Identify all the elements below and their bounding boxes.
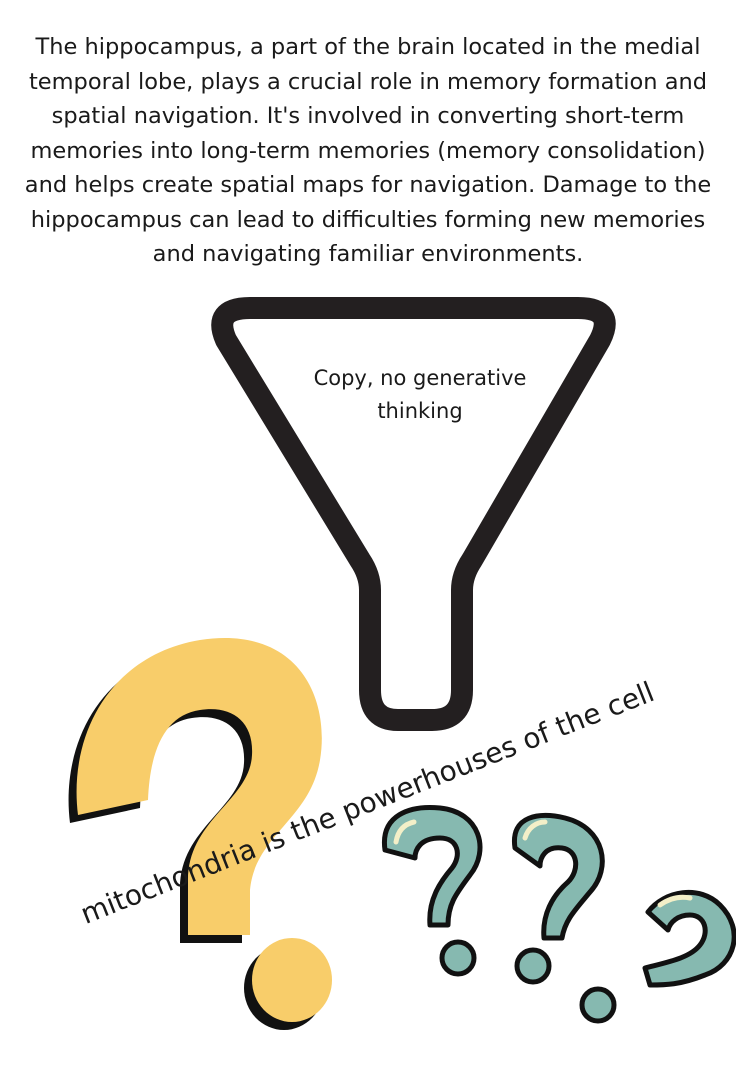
small-question-mark-icon (579, 889, 736, 1024)
small-question-mark-icon (512, 813, 605, 985)
description-paragraph: The hippocampus, a part of the brain loc… (24, 34, 712, 267)
funnel-label: Copy, no generative thinking (313, 366, 527, 423)
funnel-icon (211, 297, 616, 731)
small-question-mark-icon (382, 805, 483, 977)
large-question-mark-icon (68, 638, 332, 1030)
